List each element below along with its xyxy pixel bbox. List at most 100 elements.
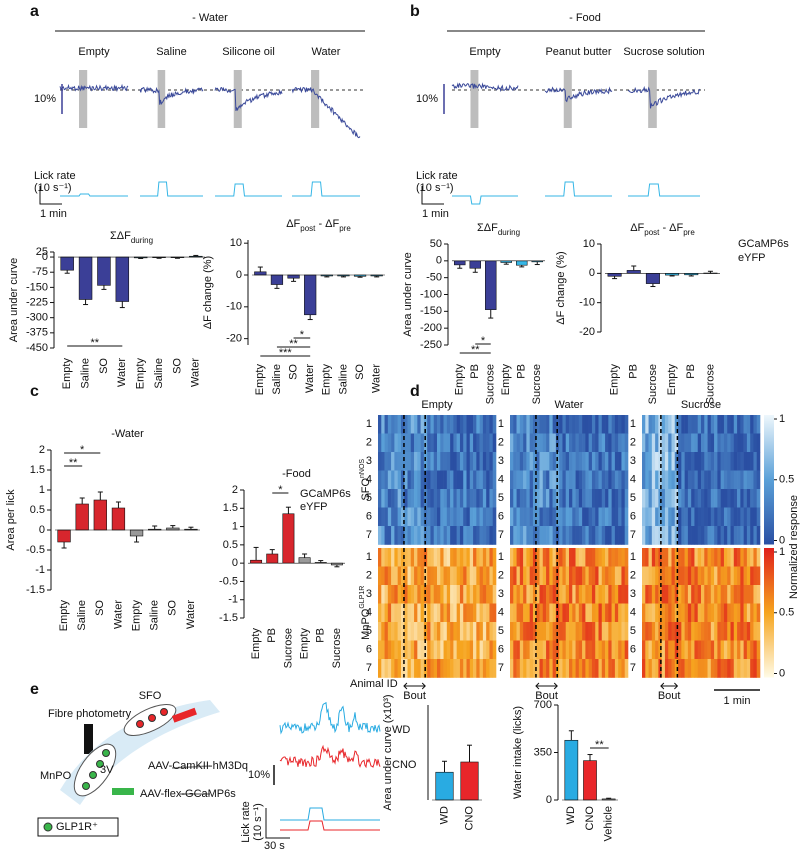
x-tick-label: PB bbox=[516, 364, 528, 379]
heatmap-cell bbox=[737, 622, 741, 641]
heatmap-cell bbox=[437, 585, 441, 604]
heatmap-cell bbox=[446, 433, 451, 453]
heatmap-cell bbox=[740, 452, 744, 471]
heatmap-cell bbox=[539, 507, 544, 527]
title-part: during bbox=[131, 236, 153, 245]
heatmap-cell bbox=[562, 603, 567, 623]
group-superscript: nNOS bbox=[359, 459, 366, 478]
heatmap-cell bbox=[730, 566, 735, 586]
heatmap-cell bbox=[585, 489, 589, 508]
bout-arrow bbox=[660, 682, 679, 690]
heatmap-cell bbox=[618, 452, 622, 471]
heatmap-cell bbox=[529, 470, 534, 490]
bar bbox=[93, 499, 107, 531]
heatmap-cell bbox=[433, 433, 438, 453]
heatmap-cell bbox=[661, 585, 666, 604]
heatmap-cell bbox=[446, 452, 451, 471]
heatmap-cell bbox=[378, 566, 382, 586]
heatmap-cell bbox=[473, 603, 477, 623]
heatmap-cell bbox=[417, 415, 421, 434]
heatmap-cell bbox=[440, 622, 444, 641]
heatmap-cell bbox=[516, 603, 521, 623]
heatmap-cell bbox=[549, 640, 553, 660]
heatmap-cell bbox=[575, 659, 580, 678]
heatmap-cell bbox=[532, 659, 537, 678]
heatmap-cell bbox=[559, 622, 563, 641]
heatmap-cell bbox=[417, 622, 421, 641]
heatmap-cell bbox=[674, 526, 679, 545]
heatmap-cell bbox=[410, 659, 415, 678]
heatmap-cell bbox=[549, 603, 553, 623]
condition-label: Saline bbox=[156, 46, 187, 58]
heatmap-cell bbox=[417, 566, 421, 586]
heatmap-cell bbox=[671, 433, 676, 453]
heatmap-cell bbox=[492, 640, 497, 660]
heatmap-cell bbox=[486, 507, 490, 527]
heatmap-cell bbox=[750, 640, 754, 660]
heatmap-cell bbox=[681, 659, 685, 678]
heatmap-cell bbox=[737, 548, 741, 567]
heatmap-cell bbox=[601, 640, 606, 660]
heatmap-cell bbox=[651, 489, 656, 508]
heatmap-cell bbox=[624, 659, 629, 678]
bout-label: Bout bbox=[403, 690, 426, 702]
heatmap-cell bbox=[733, 470, 738, 490]
heatmap-cell bbox=[591, 566, 596, 586]
heatmap-cell bbox=[707, 548, 712, 567]
heatmap-cell bbox=[473, 548, 477, 567]
heatmap-cell bbox=[740, 585, 744, 604]
heatmap-cell bbox=[378, 452, 382, 471]
heatmap-cell bbox=[720, 603, 725, 623]
neuron bbox=[160, 708, 168, 716]
heatmap-cell bbox=[552, 415, 557, 434]
label: AAV-flex-GCaMP6s bbox=[140, 788, 236, 800]
heatmap-cell bbox=[595, 640, 599, 660]
heatmap-cell bbox=[559, 452, 563, 471]
row-label: 2 bbox=[630, 437, 636, 449]
heatmap-cell bbox=[437, 489, 441, 508]
heatmap-cell bbox=[740, 640, 744, 660]
heatmap-cell bbox=[510, 659, 514, 678]
heatmap-cell bbox=[427, 470, 431, 490]
heatmap-cell bbox=[645, 548, 649, 567]
heatmap-cell bbox=[559, 566, 563, 586]
heatmap-cell bbox=[691, 415, 695, 434]
heatmap-cell bbox=[588, 452, 593, 471]
heatmap-cell bbox=[430, 433, 435, 453]
row-label: 5 bbox=[366, 625, 372, 637]
heatmap-cell bbox=[591, 548, 596, 567]
heatmap-cell bbox=[513, 659, 517, 678]
y-tick-label: 2 bbox=[39, 444, 45, 456]
y-tick-label: -150 bbox=[26, 281, 48, 293]
heatmap-cell bbox=[611, 622, 616, 641]
heatmap-cell bbox=[552, 603, 557, 623]
heatmap-cell bbox=[552, 433, 557, 453]
heatmap-cell bbox=[585, 548, 589, 567]
significance: ** bbox=[69, 457, 78, 469]
y-axis-label: Area under curve (x10³) bbox=[382, 694, 394, 810]
heatmap-cell bbox=[549, 452, 553, 471]
heatmap-cell bbox=[519, 548, 524, 567]
lick-label: (10 s⁻¹) bbox=[252, 803, 264, 841]
heatmap-cell bbox=[486, 526, 490, 545]
heatmap-cell bbox=[621, 640, 626, 660]
heatmap-cell bbox=[651, 622, 656, 641]
heatmap-cell bbox=[414, 452, 418, 471]
heatmap-cell bbox=[489, 622, 494, 641]
heatmap-cell bbox=[559, 548, 563, 567]
heatmap-cell bbox=[720, 507, 725, 527]
heatmap-cell bbox=[714, 452, 718, 471]
heatmap-cell bbox=[437, 526, 441, 545]
heatmap-cell bbox=[378, 585, 382, 604]
heatmap-cell bbox=[486, 640, 490, 660]
heatmap-cell bbox=[463, 526, 467, 545]
heatmap-cell bbox=[417, 526, 421, 545]
heatmap-cell bbox=[710, 548, 715, 567]
heatmap-cell bbox=[559, 470, 563, 490]
heatmap-cell bbox=[642, 640, 646, 660]
heatmap-cell bbox=[466, 640, 471, 660]
heatmap-cell bbox=[430, 507, 435, 527]
heatmap-cell bbox=[737, 640, 741, 660]
chart-title: ΔFpost - ΔFpre bbox=[286, 218, 351, 233]
bar bbox=[516, 260, 528, 266]
